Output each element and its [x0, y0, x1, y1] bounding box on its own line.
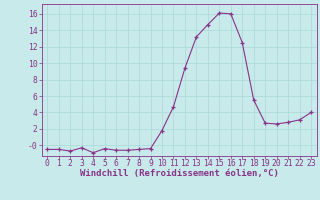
X-axis label: Windchill (Refroidissement éolien,°C): Windchill (Refroidissement éolien,°C) — [80, 169, 279, 178]
